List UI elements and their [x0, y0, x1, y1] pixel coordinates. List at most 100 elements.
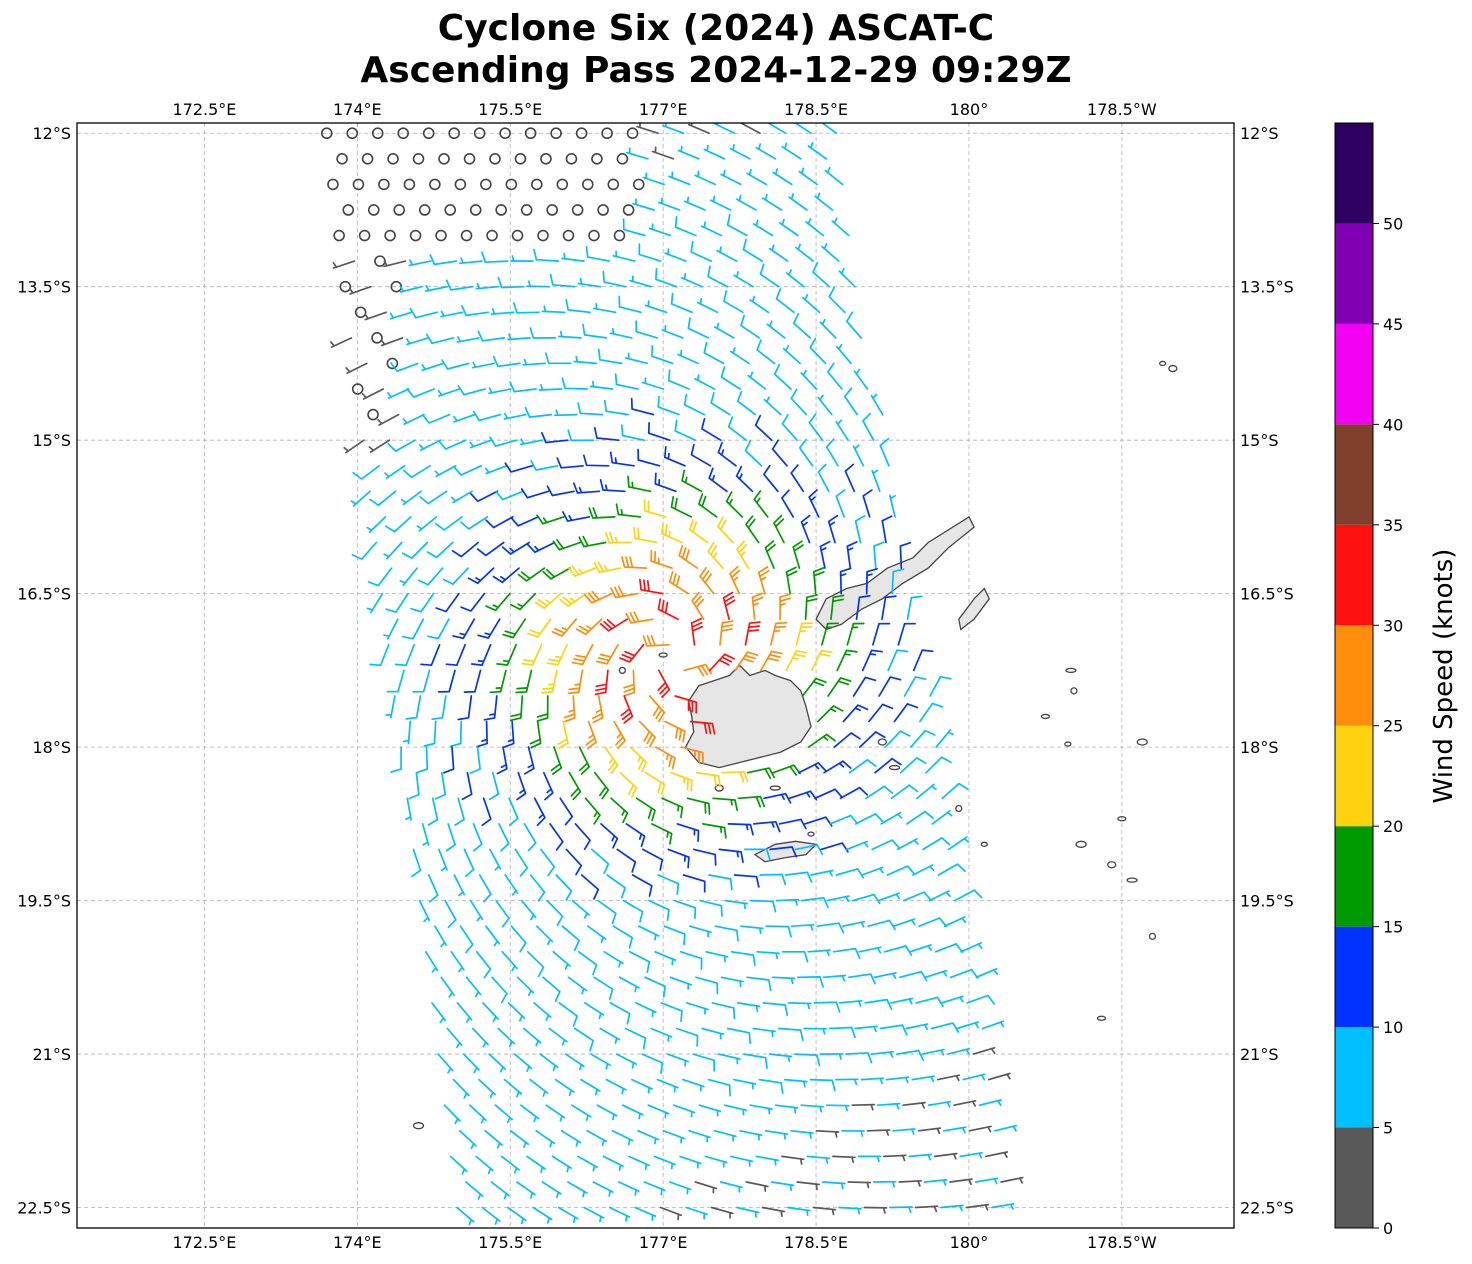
barb-line — [648, 899, 670, 921]
wind-barb — [387, 153, 399, 165]
wind-barb — [486, 229, 498, 242]
barb-line — [736, 1206, 760, 1218]
barb-line — [457, 695, 473, 721]
barb-line — [752, 1027, 776, 1038]
calm-circle — [371, 332, 383, 344]
barb-line — [782, 345, 801, 365]
barb-line — [573, 1027, 594, 1052]
barb-line — [761, 1206, 786, 1218]
wind-barb — [384, 229, 396, 242]
wind-barb — [444, 899, 457, 929]
barb-line — [437, 1053, 454, 1074]
wind-barb — [752, 219, 774, 237]
wind-barb — [560, 1129, 582, 1147]
barb-line — [828, 286, 846, 314]
wind-barb — [712, 797, 739, 812]
wind-barb — [657, 395, 680, 416]
barb-line — [451, 541, 480, 558]
wind-barb — [744, 621, 761, 646]
wind-barb — [768, 244, 789, 262]
wind-barb — [915, 996, 944, 1008]
wind-barb — [779, 218, 799, 237]
barb-line — [655, 746, 676, 770]
wind-barb — [481, 797, 492, 827]
colorbar-tick-label-4: 20 — [1383, 817, 1403, 836]
barb-line — [790, 1129, 814, 1139]
wind-barb — [761, 1206, 786, 1218]
barb-line — [816, 922, 845, 934]
wind-barb — [827, 362, 843, 390]
wind-barb — [488, 387, 512, 395]
wind-barb — [597, 348, 623, 365]
barb-line — [947, 836, 970, 851]
barb-line — [443, 746, 455, 774]
barb-line — [350, 490, 371, 507]
wind-barb — [462, 1053, 480, 1074]
barb-line — [827, 362, 843, 390]
barb-line — [736, 540, 750, 569]
wind-barb — [555, 874, 573, 901]
barb-line — [482, 1002, 499, 1023]
barb-line — [695, 976, 719, 995]
calm-circle — [546, 204, 558, 216]
barb-line — [599, 1027, 621, 1044]
wind-barb — [848, 758, 877, 774]
barb-line — [503, 720, 515, 749]
axis-ticks: 172.5°E172.5°E174°E174°E175.5°E175.5°E17… — [17, 100, 1294, 1252]
barb-line — [792, 312, 812, 339]
wind-barb — [478, 874, 492, 903]
lon-tick-label-bottom-2: 175.5°E — [478, 1233, 542, 1252]
wind-barb — [458, 1129, 477, 1150]
barb-line — [668, 171, 691, 186]
barb-line — [766, 123, 787, 135]
barb-line — [565, 298, 591, 314]
wind-barb — [749, 295, 770, 314]
wind-barb — [870, 393, 884, 416]
wind-barb — [562, 229, 575, 242]
wind-barb — [333, 229, 345, 242]
barb-line — [657, 598, 679, 621]
wind-barb — [892, 1128, 916, 1135]
wind-barb — [876, 1102, 901, 1110]
wind-barb — [764, 540, 776, 569]
barb-line — [383, 618, 399, 640]
barb-line — [584, 797, 601, 825]
wind-barb — [966, 994, 995, 1005]
wind-barb — [773, 363, 792, 390]
wind-barb — [536, 925, 554, 946]
wind-barb — [492, 355, 521, 368]
wind-barb — [476, 720, 488, 748]
barb-line — [825, 438, 839, 467]
barb-line — [936, 1074, 961, 1082]
colorbar-tick-label-8: 40 — [1383, 415, 1403, 434]
wind-barb — [838, 999, 863, 1007]
calm-circle — [626, 127, 639, 140]
wind-barb — [801, 896, 829, 909]
wind-barb — [461, 305, 489, 317]
wind-barb — [853, 368, 869, 390]
wind-barb — [857, 1155, 882, 1163]
barb-line — [806, 1155, 831, 1164]
wind-barb — [809, 337, 827, 365]
wind-barb — [390, 362, 419, 373]
wind-barb — [679, 950, 703, 970]
wind-barb — [573, 1027, 594, 1052]
barb-line — [625, 352, 649, 365]
wind-barb — [484, 464, 508, 475]
wind-barb — [643, 499, 667, 518]
wind-barb — [909, 729, 936, 748]
lat-tick-label-right-7: 22.5°S — [1240, 1199, 1294, 1218]
wind-barb — [504, 874, 519, 896]
wind-barb — [838, 267, 856, 288]
barb-line — [739, 925, 764, 935]
wind-barb — [387, 439, 416, 452]
barb-line — [717, 441, 737, 467]
barb-line — [711, 1002, 736, 1020]
wind-barb — [511, 229, 524, 242]
barb-line — [709, 195, 732, 211]
barb-line — [588, 507, 616, 519]
barb-line — [556, 457, 584, 469]
wind-barb — [664, 720, 686, 743]
barb-line — [699, 899, 723, 917]
wind-barb — [529, 1078, 549, 1097]
